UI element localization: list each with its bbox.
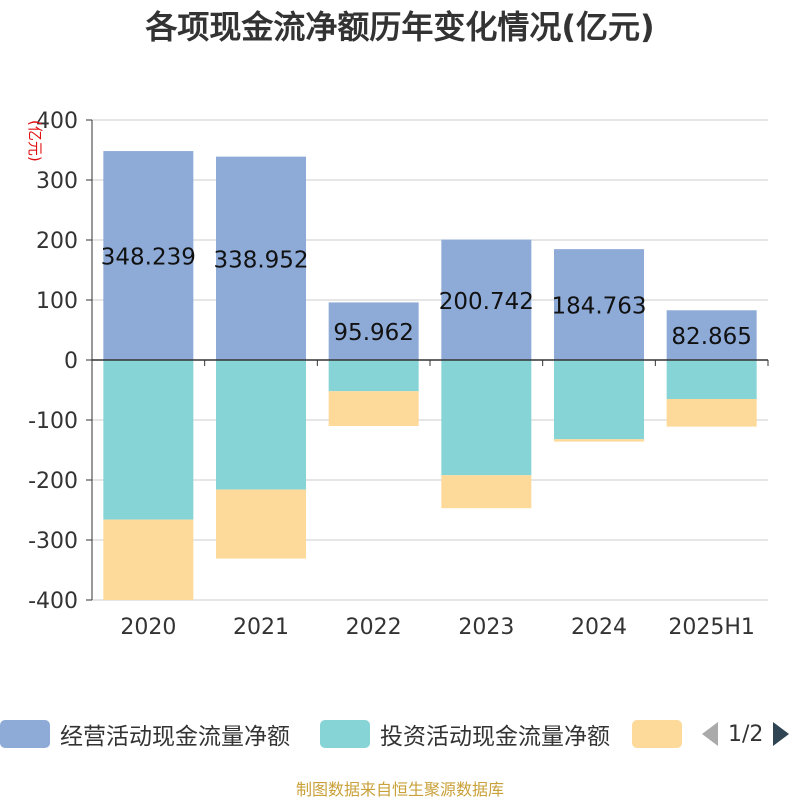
y-tick-label: -400: [28, 589, 78, 614]
x-tick-label: 2021: [233, 615, 289, 640]
bar-investing: [328, 360, 419, 392]
data-label: 184.763: [551, 294, 646, 320]
chart-title: 各项现金流净额历年变化情况(亿元): [145, 8, 655, 46]
bar-investing: [216, 360, 306, 490]
y-tick-label: -300: [28, 529, 78, 554]
data-label: 348.239: [101, 245, 196, 271]
y-unit-label: (亿元): [26, 120, 44, 162]
x-tick-label: 2024: [571, 615, 627, 640]
prev-page-icon[interactable]: [700, 720, 720, 748]
y-tick-label: 400: [36, 109, 78, 134]
legend-label-operating: 经营活动现金流量净额: [60, 724, 290, 750]
legend-item-operating[interactable]: 经营活动现金流量净额: [0, 714, 290, 754]
legend: 经营活动现金流量净额 投资活动现金流量净额: [0, 714, 800, 754]
legend-pager: 1/2: [700, 714, 791, 754]
bar-operating: [554, 249, 644, 360]
bar-operating: [441, 239, 532, 360]
x-tick-label: 2020: [120, 615, 176, 640]
y-tick-label: 100: [36, 289, 78, 314]
bar-operating: [216, 156, 306, 360]
y-tick-label: 200: [36, 229, 78, 254]
bar-investing: [103, 360, 194, 520]
bar-financing: [216, 489, 306, 559]
next-page-icon[interactable]: [771, 720, 791, 748]
bar-financing: [103, 519, 194, 600]
bar-operating: [328, 302, 419, 360]
legend-item-financing[interactable]: [632, 714, 682, 754]
legend-swatch-financing: [632, 720, 682, 748]
data-label: 95.962: [333, 320, 413, 346]
bar-financing: [441, 475, 532, 509]
bar-investing: [441, 360, 532, 476]
chart-plot: 400 300 200 100 0 -100 -200 -300 -400 (亿元) 348.239…: [26, 109, 769, 640]
y-tick-label: 300: [36, 169, 78, 194]
legend-swatch-investing: [320, 720, 370, 748]
bar-operating: [103, 151, 194, 360]
bar-investing: [666, 360, 757, 399]
y-tick-label: -100: [28, 409, 78, 434]
data-label: 82.865: [671, 324, 751, 350]
bar-financing: [554, 439, 644, 442]
bar-operating: [666, 310, 757, 360]
bar-investing: [554, 360, 644, 440]
y-tick-label: -200: [28, 469, 78, 494]
data-label: 200.742: [439, 289, 534, 315]
legend-label-investing: 投资活动现金流量净额: [380, 724, 610, 750]
x-tick-label: 2025H1: [668, 615, 755, 640]
legend-item-investing[interactable]: 投资活动现金流量净额: [320, 714, 610, 754]
y-tick-label: 0: [64, 349, 78, 374]
source-note: 制图数据来自恒生聚源数据库: [295, 780, 504, 799]
x-tick-label: 2023: [458, 615, 514, 640]
legend-page-indicator: 1/2: [728, 721, 764, 747]
legend-swatch-operating: [0, 720, 50, 748]
bar-financing: [328, 391, 419, 426]
x-tick-label: 2022: [346, 615, 402, 640]
data-label: 338.952: [213, 247, 308, 273]
bar-financing: [666, 399, 757, 427]
